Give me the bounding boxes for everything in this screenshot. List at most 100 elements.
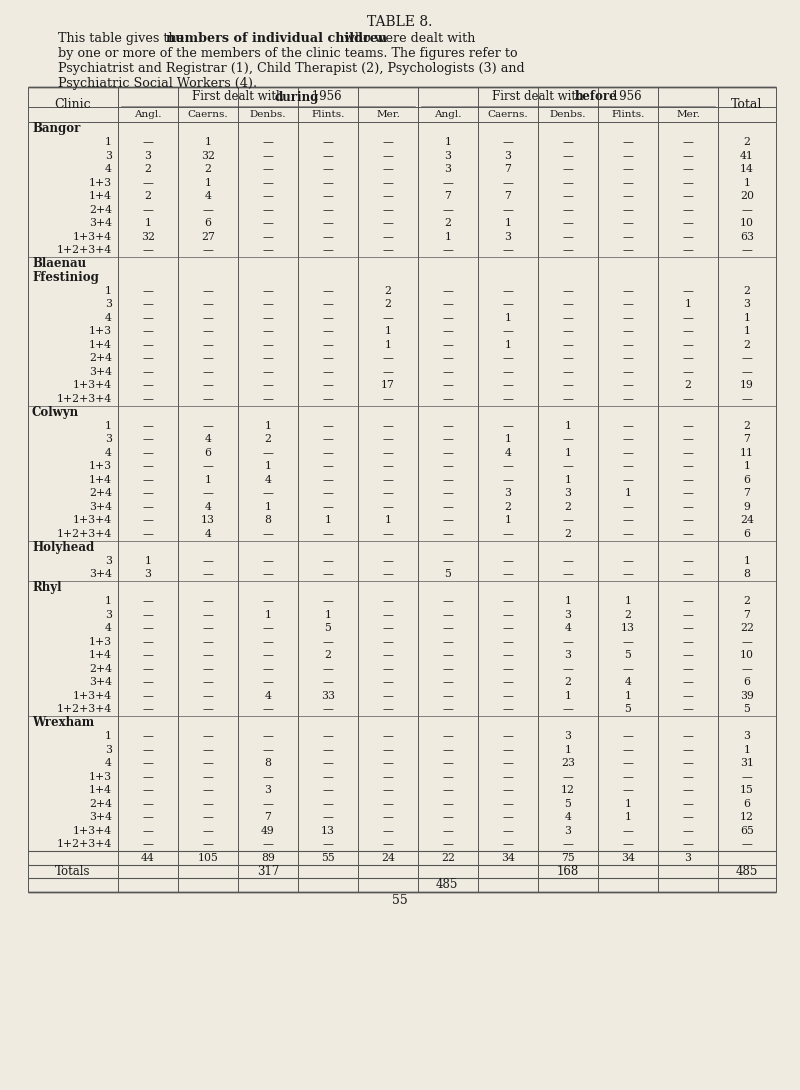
Text: 5: 5 [743, 704, 750, 714]
Text: —: — [562, 380, 574, 390]
Text: —: — [442, 772, 454, 782]
Text: —: — [322, 461, 334, 471]
Text: —: — [382, 434, 394, 445]
Text: —: — [502, 353, 514, 363]
Text: —: — [202, 759, 214, 768]
Text: Colwyn: Colwyn [32, 405, 79, 419]
Text: 1: 1 [625, 691, 631, 701]
Text: —: — [202, 785, 214, 796]
Text: —: — [262, 664, 274, 674]
Text: —: — [142, 380, 154, 390]
Text: —: — [562, 326, 574, 336]
Text: —: — [442, 839, 454, 849]
Text: 1+3+4: 1+3+4 [73, 516, 112, 525]
Text: —: — [442, 516, 454, 525]
Text: —: — [562, 137, 574, 147]
Text: —: — [682, 772, 694, 782]
Text: 1: 1 [565, 421, 571, 431]
Text: —: — [322, 569, 334, 579]
Text: —: — [502, 651, 514, 661]
Text: 2: 2 [385, 286, 391, 295]
Text: 6: 6 [743, 529, 750, 538]
Text: 1: 1 [325, 516, 331, 525]
Text: 1: 1 [743, 461, 750, 471]
Text: Flints.: Flints. [311, 110, 345, 119]
Text: —: — [682, 799, 694, 809]
Text: —: — [622, 178, 634, 187]
Text: —: — [682, 448, 694, 458]
Text: 1: 1 [445, 137, 451, 147]
Text: —: — [382, 475, 394, 485]
Text: 12: 12 [561, 785, 575, 796]
Text: —: — [382, 569, 394, 579]
Text: —: — [202, 421, 214, 431]
Text: —: — [142, 704, 154, 714]
Text: —: — [262, 799, 274, 809]
Text: —: — [382, 759, 394, 768]
Text: —: — [622, 556, 634, 566]
Text: —: — [682, 205, 694, 215]
Text: 10: 10 [740, 218, 754, 228]
Text: —: — [382, 448, 394, 458]
Text: —: — [682, 812, 694, 822]
Text: 2: 2 [743, 340, 750, 350]
Text: —: — [142, 677, 154, 688]
Text: —: — [502, 772, 514, 782]
Text: 3: 3 [265, 785, 271, 796]
Text: —: — [142, 501, 154, 511]
Text: —: — [562, 313, 574, 323]
Text: —: — [502, 366, 514, 377]
Text: —: — [382, 488, 394, 498]
Text: —: — [262, 704, 274, 714]
Text: 1: 1 [265, 421, 271, 431]
Text: 5: 5 [445, 569, 451, 579]
Text: —: — [322, 475, 334, 485]
Text: 15: 15 [740, 785, 754, 796]
Text: —: — [442, 340, 454, 350]
Text: —: — [682, 475, 694, 485]
Text: 2: 2 [743, 286, 750, 295]
Text: —: — [322, 191, 334, 202]
Text: 1956: 1956 [608, 90, 642, 104]
Text: —: — [202, 556, 214, 566]
Text: 1+2+3+4: 1+2+3+4 [57, 529, 112, 538]
Text: 34: 34 [501, 852, 515, 863]
Text: —: — [142, 137, 154, 147]
Text: —: — [502, 785, 514, 796]
Text: —: — [382, 704, 394, 714]
Text: —: — [382, 691, 394, 701]
Text: —: — [502, 839, 514, 849]
Text: —: — [442, 785, 454, 796]
Text: —: — [142, 178, 154, 187]
Text: —: — [502, 286, 514, 295]
Text: 1: 1 [743, 744, 750, 754]
Text: —: — [202, 488, 214, 498]
Text: 2: 2 [205, 165, 211, 174]
Text: —: — [262, 772, 274, 782]
Text: —: — [502, 691, 514, 701]
Text: —: — [142, 245, 154, 255]
Text: —: — [562, 664, 574, 674]
Text: 1: 1 [505, 516, 511, 525]
Text: —: — [202, 596, 214, 606]
Text: —: — [142, 826, 154, 836]
Text: —: — [622, 744, 634, 754]
Text: —: — [562, 569, 574, 579]
Text: 20: 20 [740, 191, 754, 202]
Text: —: — [622, 286, 634, 295]
Text: 1: 1 [625, 488, 631, 498]
Text: —: — [622, 516, 634, 525]
Text: —: — [502, 393, 514, 403]
Text: 2: 2 [685, 380, 691, 390]
Text: 13: 13 [201, 516, 215, 525]
Text: 1956: 1956 [308, 90, 342, 104]
Text: 6: 6 [743, 677, 750, 688]
Text: —: — [202, 664, 214, 674]
Text: —: — [562, 218, 574, 228]
Text: —: — [142, 286, 154, 295]
Text: —: — [322, 150, 334, 160]
Text: 3: 3 [505, 150, 511, 160]
Text: 3: 3 [105, 300, 112, 310]
Text: —: — [322, 353, 334, 363]
Text: —: — [262, 651, 274, 661]
